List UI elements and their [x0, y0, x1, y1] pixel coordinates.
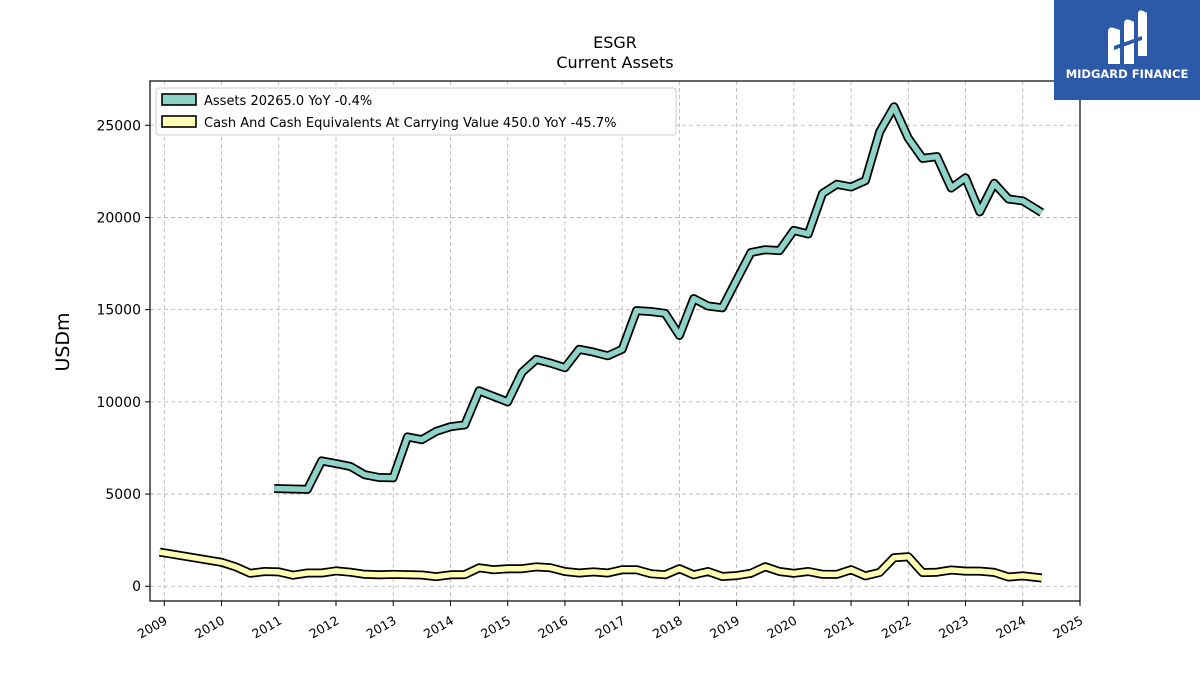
- x-tick-label: 2024: [993, 613, 1028, 642]
- x-tick-label: 2021: [822, 613, 857, 642]
- chart-subtitle: Current Assets: [556, 53, 673, 72]
- y-tick-label: 15000: [96, 303, 141, 319]
- legend-label: Assets 20265.0 YoY -0.4%: [204, 94, 372, 109]
- midgard-logo-icon: [1108, 10, 1147, 64]
- legend-box: [155, 87, 677, 136]
- brand-name: MIDGARD FINANCE: [1065, 67, 1189, 81]
- y-tick-label: 25000: [96, 118, 141, 134]
- x-tick-label: 2011: [249, 613, 284, 642]
- legend-swatch: [161, 93, 197, 106]
- legend-label: Cash And Cash Equivalents At Carrying Va…: [204, 116, 616, 131]
- x-tick-label: 2009: [135, 613, 170, 642]
- y-axis: 0 5000 10000 15000 20000 25000: [96, 118, 150, 595]
- x-tick-label: 2025: [1050, 613, 1085, 642]
- x-axis: 2009 2010 2011 2012 2013 2014 2015 2016 2017 2018…: [135, 601, 1086, 642]
- x-tick-label: 2015: [478, 613, 513, 642]
- x-tick-label: 2014: [421, 613, 456, 642]
- y-tick-label: 20000: [96, 210, 141, 226]
- x-tick-label: 2020: [764, 613, 799, 642]
- x-tick-label: 2012: [306, 613, 341, 642]
- x-tick-label: 2019: [707, 613, 742, 642]
- x-tick-label: 2018: [650, 613, 685, 642]
- legend-swatch: [161, 115, 197, 128]
- series-line: [274, 104, 1044, 493]
- series-layer: [158, 102, 1045, 583]
- series-line: [159, 549, 1043, 581]
- x-tick-label: 2013: [364, 613, 399, 642]
- series-line-outline: [274, 102, 1045, 494]
- x-tick-label: 2017: [593, 613, 628, 642]
- plot-frame: [149, 80, 1081, 602]
- x-tick-label: 2023: [936, 613, 971, 642]
- x-tick-label: 2016: [535, 613, 570, 642]
- y-axis-label: USDm: [52, 312, 74, 371]
- y-tick-label: 10000: [96, 395, 141, 411]
- legend: Assets 20265.0 YoY -0.4% Cash And Cash E…: [155, 87, 677, 136]
- x-tick-label: 2010: [192, 613, 227, 642]
- y-tick-label: 5000: [105, 487, 141, 503]
- y-tick-label: 0: [132, 579, 141, 595]
- chart-title: ESGR: [593, 33, 637, 52]
- x-tick-label: 2022: [879, 613, 914, 642]
- brand-logo: MIDGARD FINANCE: [1054, 0, 1200, 100]
- grid: [150, 81, 1081, 601]
